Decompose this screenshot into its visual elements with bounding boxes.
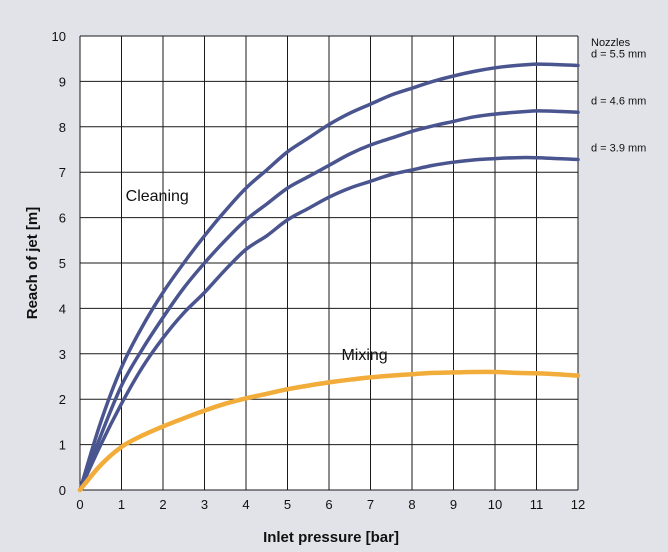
legend: Nozzles d = 5.5 mm d = 4.6 mm d = 3.9 mm — [591, 37, 646, 154]
y-tick-label: 3 — [59, 347, 66, 362]
annotation-label: Mixing — [341, 347, 387, 364]
legend-title: Nozzles — [591, 37, 631, 49]
series-lines — [77, 62, 581, 493]
y-tick-label: 7 — [59, 165, 66, 180]
series-line-nozzle-0 — [78, 62, 580, 492]
legend-entry: d = 5.5 mm — [591, 49, 646, 61]
y-tick-label: 1 — [59, 438, 66, 453]
grid — [79, 35, 579, 491]
x-tick-label: 5 — [284, 497, 291, 512]
series-line-nozzle-1 — [78, 109, 580, 492]
y-tick-label: 9 — [59, 74, 66, 89]
y-tick-label: 0 — [59, 483, 66, 498]
x-tick-label: 3 — [201, 497, 208, 512]
x-tick-label: 4 — [242, 497, 249, 512]
x-tick-label: 9 — [450, 497, 457, 512]
x-tick-label: 1 — [118, 497, 125, 512]
x-tick-label: 11 — [530, 497, 544, 512]
y-tick-label: 2 — [59, 392, 66, 407]
x-tick-label: 8 — [408, 497, 415, 512]
x-tick-label: 12 — [571, 497, 585, 512]
y-tick-label: 4 — [59, 301, 66, 316]
y-tick-label: 8 — [59, 120, 66, 135]
y-axis-label: Reach of jet [m] — [24, 207, 41, 320]
x-tick-label: 6 — [325, 497, 332, 512]
legend-entry: d = 3.9 mm — [591, 142, 646, 154]
y-tick-label: 5 — [59, 256, 66, 271]
x-axis-label: Inlet pressure [bar] — [263, 529, 399, 546]
x-tick-label: 0 — [76, 497, 83, 512]
legend-entry: d = 4.6 mm — [591, 95, 646, 107]
y-tick-label: 6 — [59, 211, 66, 226]
annotations: Cleaning Mixing — [126, 188, 388, 364]
annotation-label: Cleaning — [126, 188, 189, 205]
x-tick-label: 2 — [159, 497, 166, 512]
x-tick-label: 10 — [488, 497, 502, 512]
series-line-mixing — [77, 369, 581, 493]
x-tick-label: 7 — [367, 497, 374, 512]
series-line-nozzle-2 — [78, 155, 580, 492]
y-tick-label: 10 — [52, 29, 66, 44]
